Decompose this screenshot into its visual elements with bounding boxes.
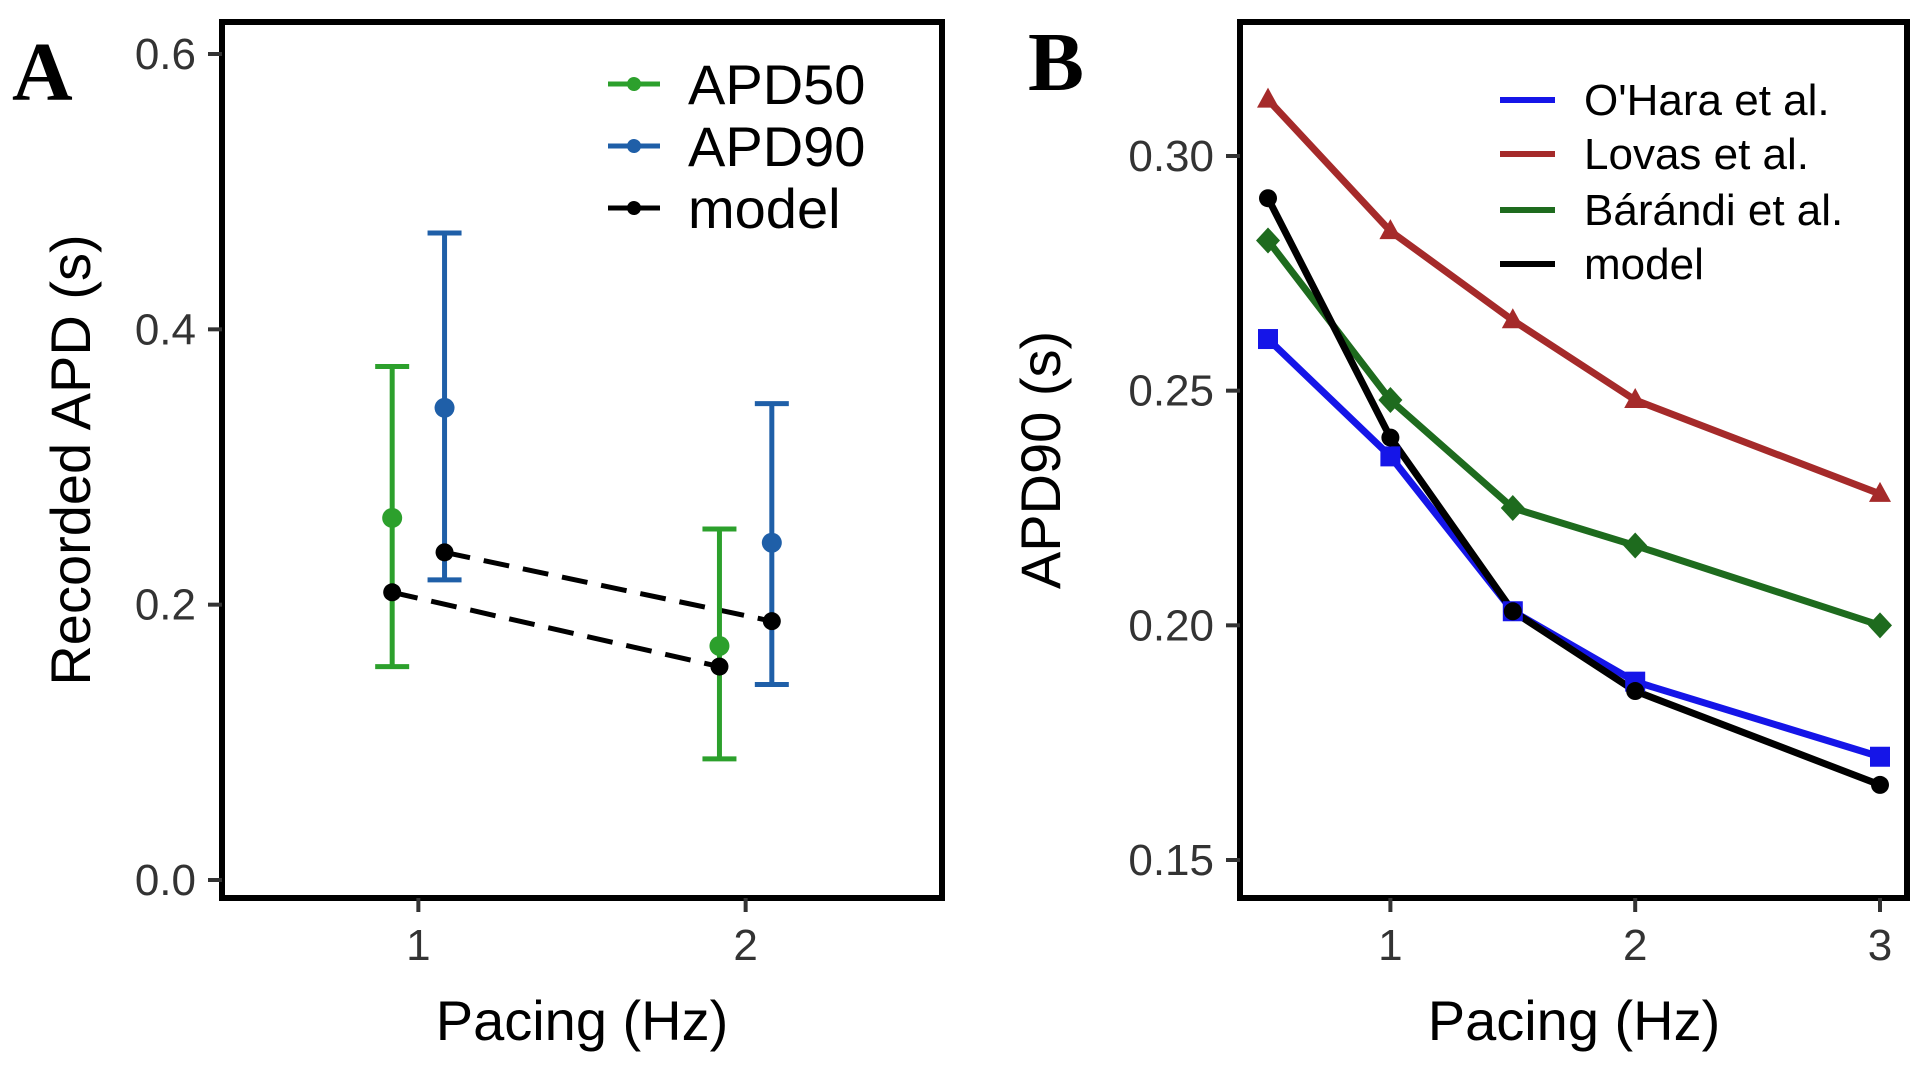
- model-point-2: [1503, 602, 1522, 621]
- model-point-3: [1626, 682, 1645, 701]
- apd50-point-0: [382, 507, 403, 528]
- x-tick-label-a-1: 2: [733, 921, 757, 970]
- legend-label-barandi: Bárándi et al.: [1584, 186, 1843, 235]
- barandi-point-4: [1868, 612, 1892, 639]
- legend-item-apd50: APD50: [608, 53, 865, 116]
- model-point-0: [1259, 189, 1277, 208]
- ohara-point-1: [1380, 446, 1401, 467]
- panel-a-plot: [375, 230, 789, 762]
- legend-item-lovas: Lovas et al.: [1500, 130, 1809, 179]
- panel-b-letter: B: [1028, 16, 1084, 109]
- y-tick-label-b-0: 0.15: [1128, 836, 1214, 885]
- panel-b-legend: O'Hara et al. Lovas et al. Bárándi et al…: [1500, 76, 1843, 289]
- y-tick-label-a-1: 0.2: [135, 581, 196, 630]
- barandi-point-0: [1256, 227, 1280, 254]
- x-tick-label-b-2: 3: [1868, 921, 1892, 970]
- panel-b-y-axis-title: APD90 (s): [1009, 331, 1072, 589]
- ohara-point-4: [1870, 746, 1890, 767]
- legend-item-model: model: [608, 177, 841, 240]
- model-point-1: [1381, 428, 1400, 447]
- model-series-line: [1264, 196, 1882, 789]
- panel-b-x-axis-title: Pacing (Hz): [1428, 989, 1721, 1052]
- panel-b-plot-frame: [1237, 19, 1910, 901]
- model-dashed-line-1: [444, 549, 773, 624]
- legend-label-lovas: Lovas et al.: [1584, 130, 1809, 179]
- legend-label-apd50: APD50: [688, 53, 865, 116]
- ohara-series-line: [1265, 336, 1882, 761]
- y-tick-label-a-0: 0.0: [135, 856, 196, 905]
- model-point-0-1: [710, 657, 729, 676]
- legend-item-apd90: APD90: [608, 115, 865, 178]
- legend-item-model-b: model: [1500, 240, 1704, 289]
- lovas-point-0: [1257, 87, 1279, 108]
- barandi-point-3: [1623, 532, 1648, 559]
- panel-a-y-axis-title: Recorded APD (s): [39, 234, 102, 685]
- model-point-0-0: [383, 583, 402, 602]
- legend-label-apd90: APD90: [688, 115, 865, 178]
- ohara-point-0: [1258, 329, 1278, 350]
- model-point-4: [1871, 775, 1889, 794]
- y-tick-label-a-3: 0.6: [135, 30, 196, 79]
- legend-label-model: model: [688, 177, 841, 240]
- panel-a-x-axis-title: Pacing (Hz): [436, 989, 729, 1052]
- legend-marker-apd50: [627, 77, 641, 91]
- legend-item-barandi: Bárándi et al.: [1500, 186, 1843, 235]
- x-tick-label-b-0: 1: [1378, 921, 1402, 970]
- y-tick-label-b-2: 0.25: [1128, 367, 1214, 416]
- legend-label-ohara: O'Hara et al.: [1584, 76, 1830, 125]
- barandi-point-1: [1378, 387, 1403, 414]
- legend-marker-apd90: [627, 139, 641, 153]
- model-point-1-0: [435, 543, 454, 562]
- panel-a-letter: A: [12, 26, 73, 119]
- apd90-point-1: [761, 532, 782, 553]
- y-tick-label-b-3: 0.30: [1128, 132, 1214, 181]
- lovas-point-2: [1501, 308, 1524, 329]
- panel-a-y-ticks: 0.0 0.2 0.4 0.6: [135, 30, 222, 905]
- panel-b-plot: [1256, 87, 1892, 794]
- barandi-point-2: [1500, 495, 1525, 521]
- model-point-1-1: [762, 612, 781, 631]
- apd50-point-1: [709, 635, 730, 656]
- y-tick-label-b-1: 0.20: [1128, 601, 1214, 650]
- lovas-point-1: [1379, 219, 1402, 240]
- barandi-series-line: [1265, 238, 1882, 629]
- legend-label-model-b: model: [1584, 240, 1704, 289]
- panel-b: B 0.15 0.20 0.25 0.30 1 2 3 Pacing (Hz) APD90…: [1009, 16, 1910, 1052]
- y-tick-label-a-2: 0.4: [135, 305, 196, 354]
- lovas-point-4: [1869, 481, 1891, 502]
- panel-b-x-ticks: 1 2 3: [1378, 898, 1892, 970]
- x-tick-label-b-1: 2: [1623, 921, 1647, 970]
- lovas-point-3: [1624, 388, 1647, 409]
- panel-a-legend: APD50 APD90 model: [608, 53, 865, 240]
- panel-b-y-ticks: 0.15 0.20 0.25 0.30: [1128, 132, 1240, 885]
- legend-marker-model: [627, 201, 641, 215]
- panel-a-plot-frame: [219, 19, 945, 901]
- apd90-point-0: [434, 397, 455, 418]
- x-tick-label-a-0: 1: [406, 921, 430, 970]
- model-dashed-line-0: [391, 589, 721, 670]
- legend-item-ohara: O'Hara et al.: [1500, 76, 1830, 125]
